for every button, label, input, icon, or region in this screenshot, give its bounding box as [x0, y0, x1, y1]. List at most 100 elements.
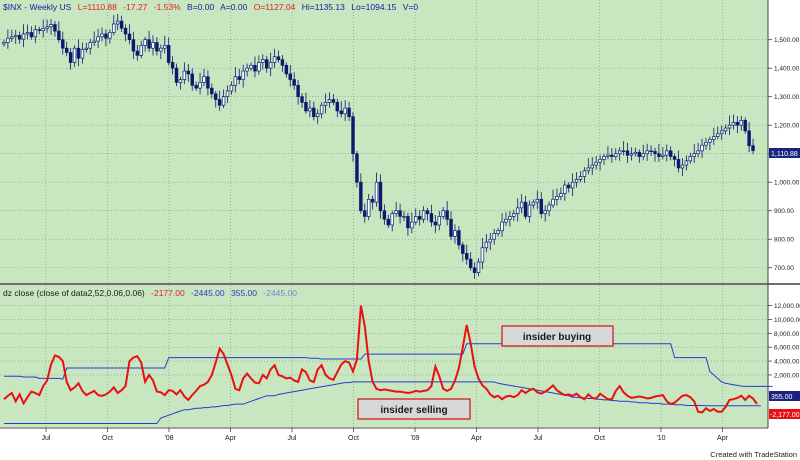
- price-tick-label: 700.00: [774, 265, 794, 272]
- candle-body: [339, 110, 343, 115]
- high-label: Hi=1135.13: [302, 2, 345, 12]
- candle-body: [288, 73, 292, 80]
- time-tick-label: Jul: [534, 435, 543, 442]
- lower-band-line: [4, 381, 761, 424]
- candle-body: [68, 52, 73, 63]
- indicator-v1: -2177.00: [151, 288, 185, 298]
- candle-body: [496, 230, 500, 234]
- candle-body: [214, 93, 218, 100]
- insider-selling-label: insider selling: [380, 405, 447, 416]
- indicator-title: dz close (close of data2,52,0.06,0.06): [3, 288, 145, 298]
- candle-body: [500, 221, 504, 232]
- candle-body: [210, 87, 214, 95]
- candle-body: [80, 49, 85, 59]
- candle-body: [727, 124, 732, 129]
- candle-body: [127, 33, 132, 41]
- indicator-v2: -2445.00: [191, 288, 225, 298]
- candle-body: [527, 204, 532, 217]
- candle-body: [586, 167, 591, 172]
- ask-label: A=0.00: [220, 2, 247, 12]
- candle-body: [406, 216, 410, 229]
- candle-body: [488, 238, 492, 243]
- candle-body: [684, 160, 689, 166]
- dz-close-line: [3, 305, 758, 414]
- indicator-tick-label: 4,000.00: [774, 359, 800, 366]
- time-tick-label: Oct: [102, 435, 113, 442]
- candle-body: [229, 84, 234, 92]
- candle-body: [221, 96, 226, 106]
- price-tick-label: 1,300.00: [774, 94, 800, 101]
- price-panel-bg: [0, 0, 768, 283]
- candle-body: [131, 39, 136, 52]
- candle-body: [268, 62, 273, 69]
- candle-body: [735, 121, 740, 126]
- candle-body: [323, 102, 328, 106]
- candle-body: [476, 261, 481, 273]
- open-label: O=1127.04: [254, 2, 296, 12]
- indicator-tick-label: 12,000.00: [774, 303, 800, 310]
- candle-body: [304, 102, 308, 112]
- candle-body: [351, 116, 355, 155]
- candle-body: [245, 67, 249, 72]
- candle-body: [637, 151, 642, 157]
- change-label: -17.27: [123, 2, 147, 12]
- candle-body: [237, 76, 241, 80]
- last-price-label: 1,110.88: [771, 151, 798, 158]
- candle-body: [594, 161, 598, 166]
- candle-body: [64, 47, 69, 53]
- candle-body: [437, 216, 442, 226]
- candle-body: [315, 113, 320, 117]
- time-tick-label: '09: [410, 435, 419, 442]
- candles-layer: [2, 14, 755, 279]
- candle-body: [661, 154, 665, 157]
- candle-body: [14, 35, 18, 38]
- candle-body: [468, 258, 473, 269]
- candle-body: [633, 151, 638, 155]
- candle-body: [539, 198, 543, 214]
- candle-body: [265, 59, 269, 69]
- price-tick-label: 900.00: [774, 208, 794, 215]
- price-axis-bg: [768, 0, 800, 283]
- candle-body: [174, 67, 179, 83]
- candle-body: [347, 107, 351, 117]
- candle-body: [194, 84, 198, 89]
- candle-body: [402, 216, 406, 218]
- candle-body: [578, 176, 583, 180]
- candle-body: [610, 154, 614, 157]
- candle-body: [739, 119, 743, 126]
- candle-body: [249, 64, 253, 69]
- candle-body: [92, 40, 96, 43]
- candle-body: [472, 267, 477, 273]
- time-tick-label: Apr: [717, 435, 729, 442]
- indicator-v3: 355.00: [231, 288, 257, 298]
- price-tick-label: 800.00: [774, 237, 794, 244]
- candle-body: [53, 24, 57, 32]
- candle-body: [178, 79, 183, 83]
- candle-body: [331, 99, 336, 103]
- candle-body: [617, 150, 622, 155]
- insider-buying-label: insider buying: [523, 332, 591, 343]
- candle-body: [186, 70, 191, 75]
- indicator-axis-bg: [768, 285, 800, 427]
- candle-body: [445, 210, 449, 220]
- candle-body: [559, 193, 563, 197]
- candle-body: [417, 216, 422, 220]
- candle-body: [657, 153, 661, 157]
- candle-body: [563, 184, 567, 194]
- candle-body: [492, 233, 496, 240]
- candle-body: [292, 79, 296, 86]
- candle-body: [61, 39, 65, 49]
- candle-body: [296, 84, 300, 98]
- candle-body: [21, 33, 26, 40]
- candle-body: [233, 76, 238, 86]
- candle-body: [751, 145, 755, 151]
- candle-body: [139, 45, 143, 56]
- candle-body: [29, 32, 34, 38]
- candle-body: [88, 42, 92, 49]
- candle-body: [257, 62, 261, 72]
- candle-body: [382, 210, 387, 220]
- candle-body: [312, 107, 316, 117]
- candle-body: [641, 153, 645, 157]
- candle-body: [645, 150, 649, 155]
- time-tick-label: '08: [164, 435, 173, 442]
